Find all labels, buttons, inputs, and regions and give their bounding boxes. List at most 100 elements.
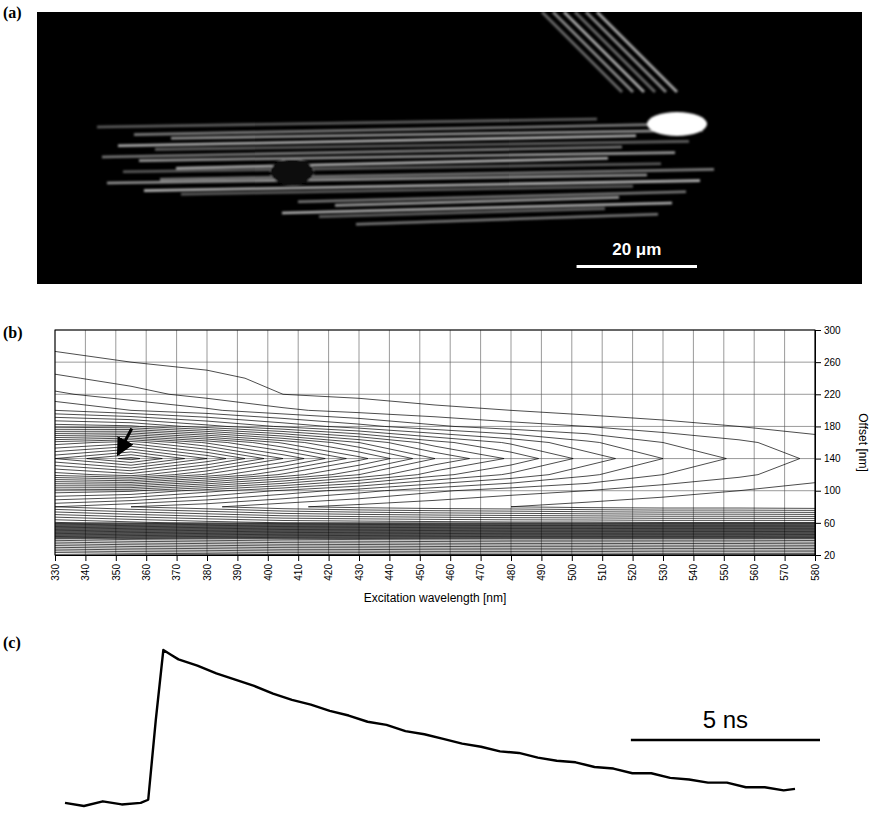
fiber [356,214,658,224]
x-tick-mark [207,555,208,561]
contour-line [55,374,815,555]
x-tick-mark [450,555,451,561]
fiber [553,12,633,92]
x-tick: 430 [354,555,365,581]
contour-line [55,351,815,555]
x-tick-mark [177,555,178,561]
x-tick-label: 580 [810,564,821,581]
x-tick-mark [724,555,725,561]
grid-line [784,330,785,555]
y-tick: 300 [815,325,841,336]
grid-line [55,362,815,363]
contour-line [55,441,815,555]
x-tick-label: 420 [323,564,334,581]
y-axis: 2060100140180220260300 [815,325,841,561]
y-tick-label: 180 [824,421,841,432]
contour-line [55,534,815,555]
scale-bar-label: 5 ns [703,706,748,733]
contours [55,351,815,555]
x-tick: 440 [384,555,395,581]
scale-bar-label: 20 μm [612,240,661,259]
x-tick-mark [511,555,512,561]
x-tick: 490 [536,555,547,581]
contour-line [55,540,815,555]
x-tick-label: 530 [658,564,669,581]
x-tick-label: 350 [111,564,122,581]
fiber [564,12,644,92]
arrow [118,429,132,455]
contour-line [55,549,815,555]
grid-line [55,490,815,491]
panel-label: (c) [3,634,21,652]
x-tick-mark [85,555,86,561]
x-tick: 380 [202,555,213,581]
contour-line [55,424,815,555]
contour-line [55,544,815,555]
x-tick-label: 370 [171,564,182,581]
y-tick-label: 260 [824,357,841,368]
contour-line [55,449,815,555]
y-tick-label: 140 [824,453,841,464]
x-tick-mark [754,555,755,561]
contour-line [55,536,815,555]
decay-panel: 5 ns [65,650,820,806]
x-tick-mark [663,555,664,561]
x-tick-label: 380 [202,564,213,581]
x-tick-mark [268,555,269,561]
y-tick-label: 100 [824,485,841,496]
contour-line [55,436,815,555]
y-tick-label: 220 [824,389,841,400]
fiber [575,12,655,92]
y-tick-mark [815,491,821,492]
grid-line [693,330,694,555]
x-tick-label: 340 [80,564,91,581]
grid-line [267,330,268,555]
fiber [181,186,633,194]
contour-line [55,391,815,555]
x-tick: 360 [141,555,152,581]
grid-line [55,426,815,427]
y-tick-mark [815,459,821,460]
x-tick: 330 [50,555,61,581]
x-axis-line [56,555,816,556]
y-tick-mark [815,330,821,331]
x-tick-mark [116,555,117,561]
y-tick: 260 [815,357,841,368]
x-tick: 560 [749,555,760,581]
contour-line [55,533,815,555]
y-tick-mark [815,362,821,363]
grid-line [480,330,481,555]
contour-line [55,410,815,555]
contour-line [55,417,815,555]
x-tick: 370 [171,555,182,581]
y-tick-label: 20 [824,550,836,561]
fiber [319,209,605,217]
x-tick-mark [55,555,56,561]
x-tick-label: 510 [597,564,608,581]
x-tick-mark [359,555,360,561]
x-tick: 480 [506,555,517,581]
bright-spot [647,112,707,136]
x-tick-label: 450 [415,564,426,581]
x-tick-mark [693,555,694,561]
decay-curve [65,650,795,806]
contour-line [55,537,815,555]
y-tick-mark [815,523,821,524]
x-tick: 510 [597,555,608,581]
x-tick-mark [329,555,330,561]
grid-line [632,330,633,555]
x-axis: 3303403503603703803904004104204304404504… [50,555,821,581]
panel-label: (a) [3,4,22,22]
scale-bar [631,739,820,742]
y-tick-mark [815,394,821,395]
contour-line [55,538,815,555]
micrograph [37,12,862,284]
x-tick: 550 [719,555,730,581]
contour-line [55,457,815,555]
contour-line [55,414,815,555]
contour-line [55,401,815,555]
x-tick: 350 [111,555,122,581]
x-tick: 570 [779,555,790,581]
y-tick-mark [815,426,821,427]
x-tick-mark [541,555,542,561]
